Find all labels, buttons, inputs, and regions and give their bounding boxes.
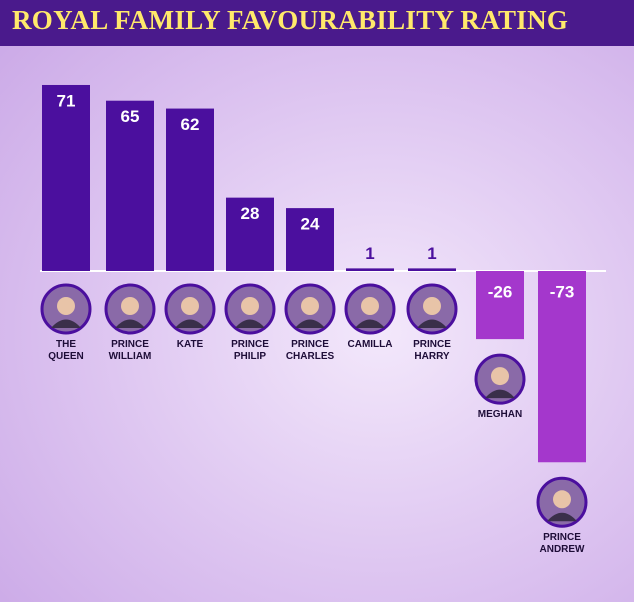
category-label: CAMILLA [347, 339, 393, 350]
value-label: -26 [488, 282, 513, 301]
value-label: 71 [57, 91, 76, 110]
bar [538, 271, 586, 463]
value-label: 24 [301, 215, 320, 234]
header-bar: ROYAL FAMILY FAVOURABILITY RATING [0, 0, 634, 46]
portrait-body [235, 319, 265, 328]
category-label: PRINCE ANDREW [539, 532, 585, 556]
chart-title: ROYAL FAMILY FAVOURABILITY RATING [12, 5, 569, 35]
portrait-face [57, 297, 75, 315]
portrait-face [491, 367, 509, 386]
value-label: 1 [427, 244, 436, 263]
portrait-body [115, 319, 145, 328]
portrait-body [355, 319, 385, 328]
portrait-body [547, 512, 577, 522]
portrait-body [485, 389, 515, 399]
value-label: 1 [365, 244, 374, 263]
bar [42, 84, 90, 271]
portrait-body [51, 319, 81, 328]
bar [106, 100, 154, 271]
portrait-face [361, 297, 379, 315]
portrait-body [295, 319, 325, 328]
category-label: PRINCE PHILIP [231, 339, 269, 362]
portrait-body [175, 319, 205, 328]
portrait-face [553, 490, 571, 509]
portrait-body [417, 319, 447, 328]
portrait-face [301, 297, 319, 315]
portrait-face [181, 297, 199, 315]
portrait-face [423, 297, 441, 315]
value-label: 62 [181, 115, 200, 134]
bar [226, 197, 274, 271]
value-label: 65 [121, 107, 140, 126]
category-label: MEGHAN [477, 409, 523, 421]
bar [476, 271, 524, 340]
value-label: -73 [550, 282, 575, 301]
value-label: 28 [241, 204, 260, 223]
portrait-face [121, 297, 139, 315]
bar [408, 268, 456, 271]
portrait-face [241, 297, 259, 315]
bar [286, 208, 334, 271]
bar [166, 108, 214, 271]
bar [346, 268, 394, 271]
category-label: PRINCE CHARLES [285, 339, 335, 362]
category-label: THE QUEEN [48, 339, 84, 362]
category-label: PRINCE WILLIAM [108, 339, 152, 362]
category-label: KATE [176, 339, 204, 350]
category-label: PRINCE HARRY [413, 339, 451, 362]
